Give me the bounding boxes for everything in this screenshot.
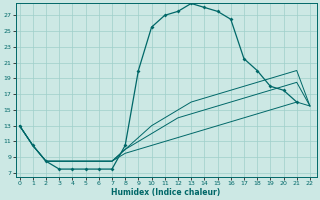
X-axis label: Humidex (Indice chaleur): Humidex (Indice chaleur) bbox=[111, 188, 221, 197]
